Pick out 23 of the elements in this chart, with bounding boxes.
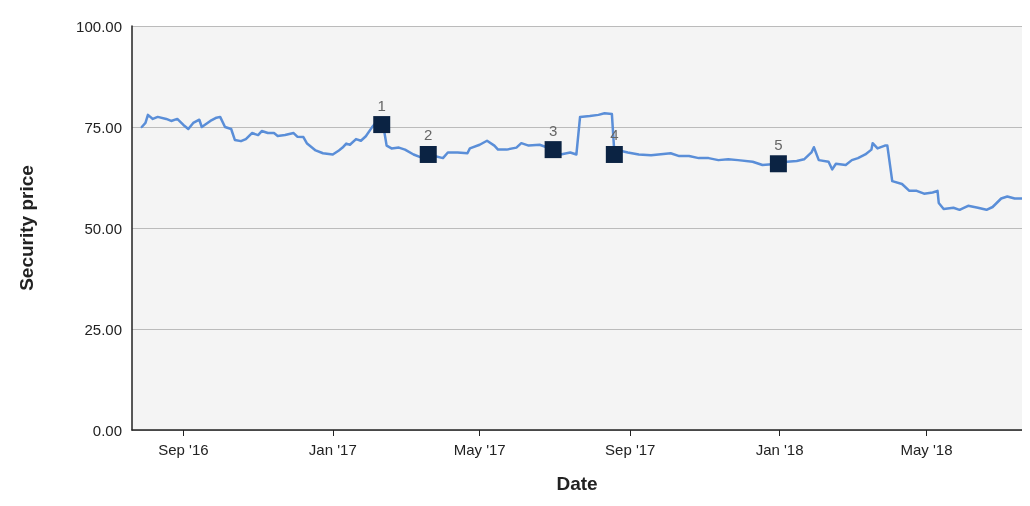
y-tick-label: 25.00 (84, 320, 122, 338)
x-tick-label: Sep '16 (158, 441, 209, 458)
x-tick-label: Jan '17 (308, 441, 357, 458)
point (544, 141, 562, 159)
point (419, 145, 437, 163)
annotation: 3 (548, 121, 558, 139)
y-tick-label: 75.00 (84, 118, 122, 136)
x-axis-title: Date (556, 473, 598, 494)
y-tick-label: 100.00 (76, 17, 122, 35)
line-series (140, 112, 1022, 212)
x-tick-label: Sep '17 (605, 441, 656, 458)
point (769, 155, 787, 173)
y-tick-label: 50.00 (84, 219, 122, 237)
x-tick-label: May '18 (900, 441, 953, 458)
y-axis-title: Security price (16, 165, 37, 291)
annotation: 1 (377, 96, 386, 114)
x-tick-label: Jan '18 (755, 441, 804, 458)
annotation: 5 (774, 135, 783, 153)
y-tick-label: 0.00 (92, 421, 122, 439)
point (605, 145, 623, 163)
point (373, 116, 391, 134)
x-tick-label: May '17 (453, 441, 506, 458)
annotation: 2 (424, 126, 433, 144)
